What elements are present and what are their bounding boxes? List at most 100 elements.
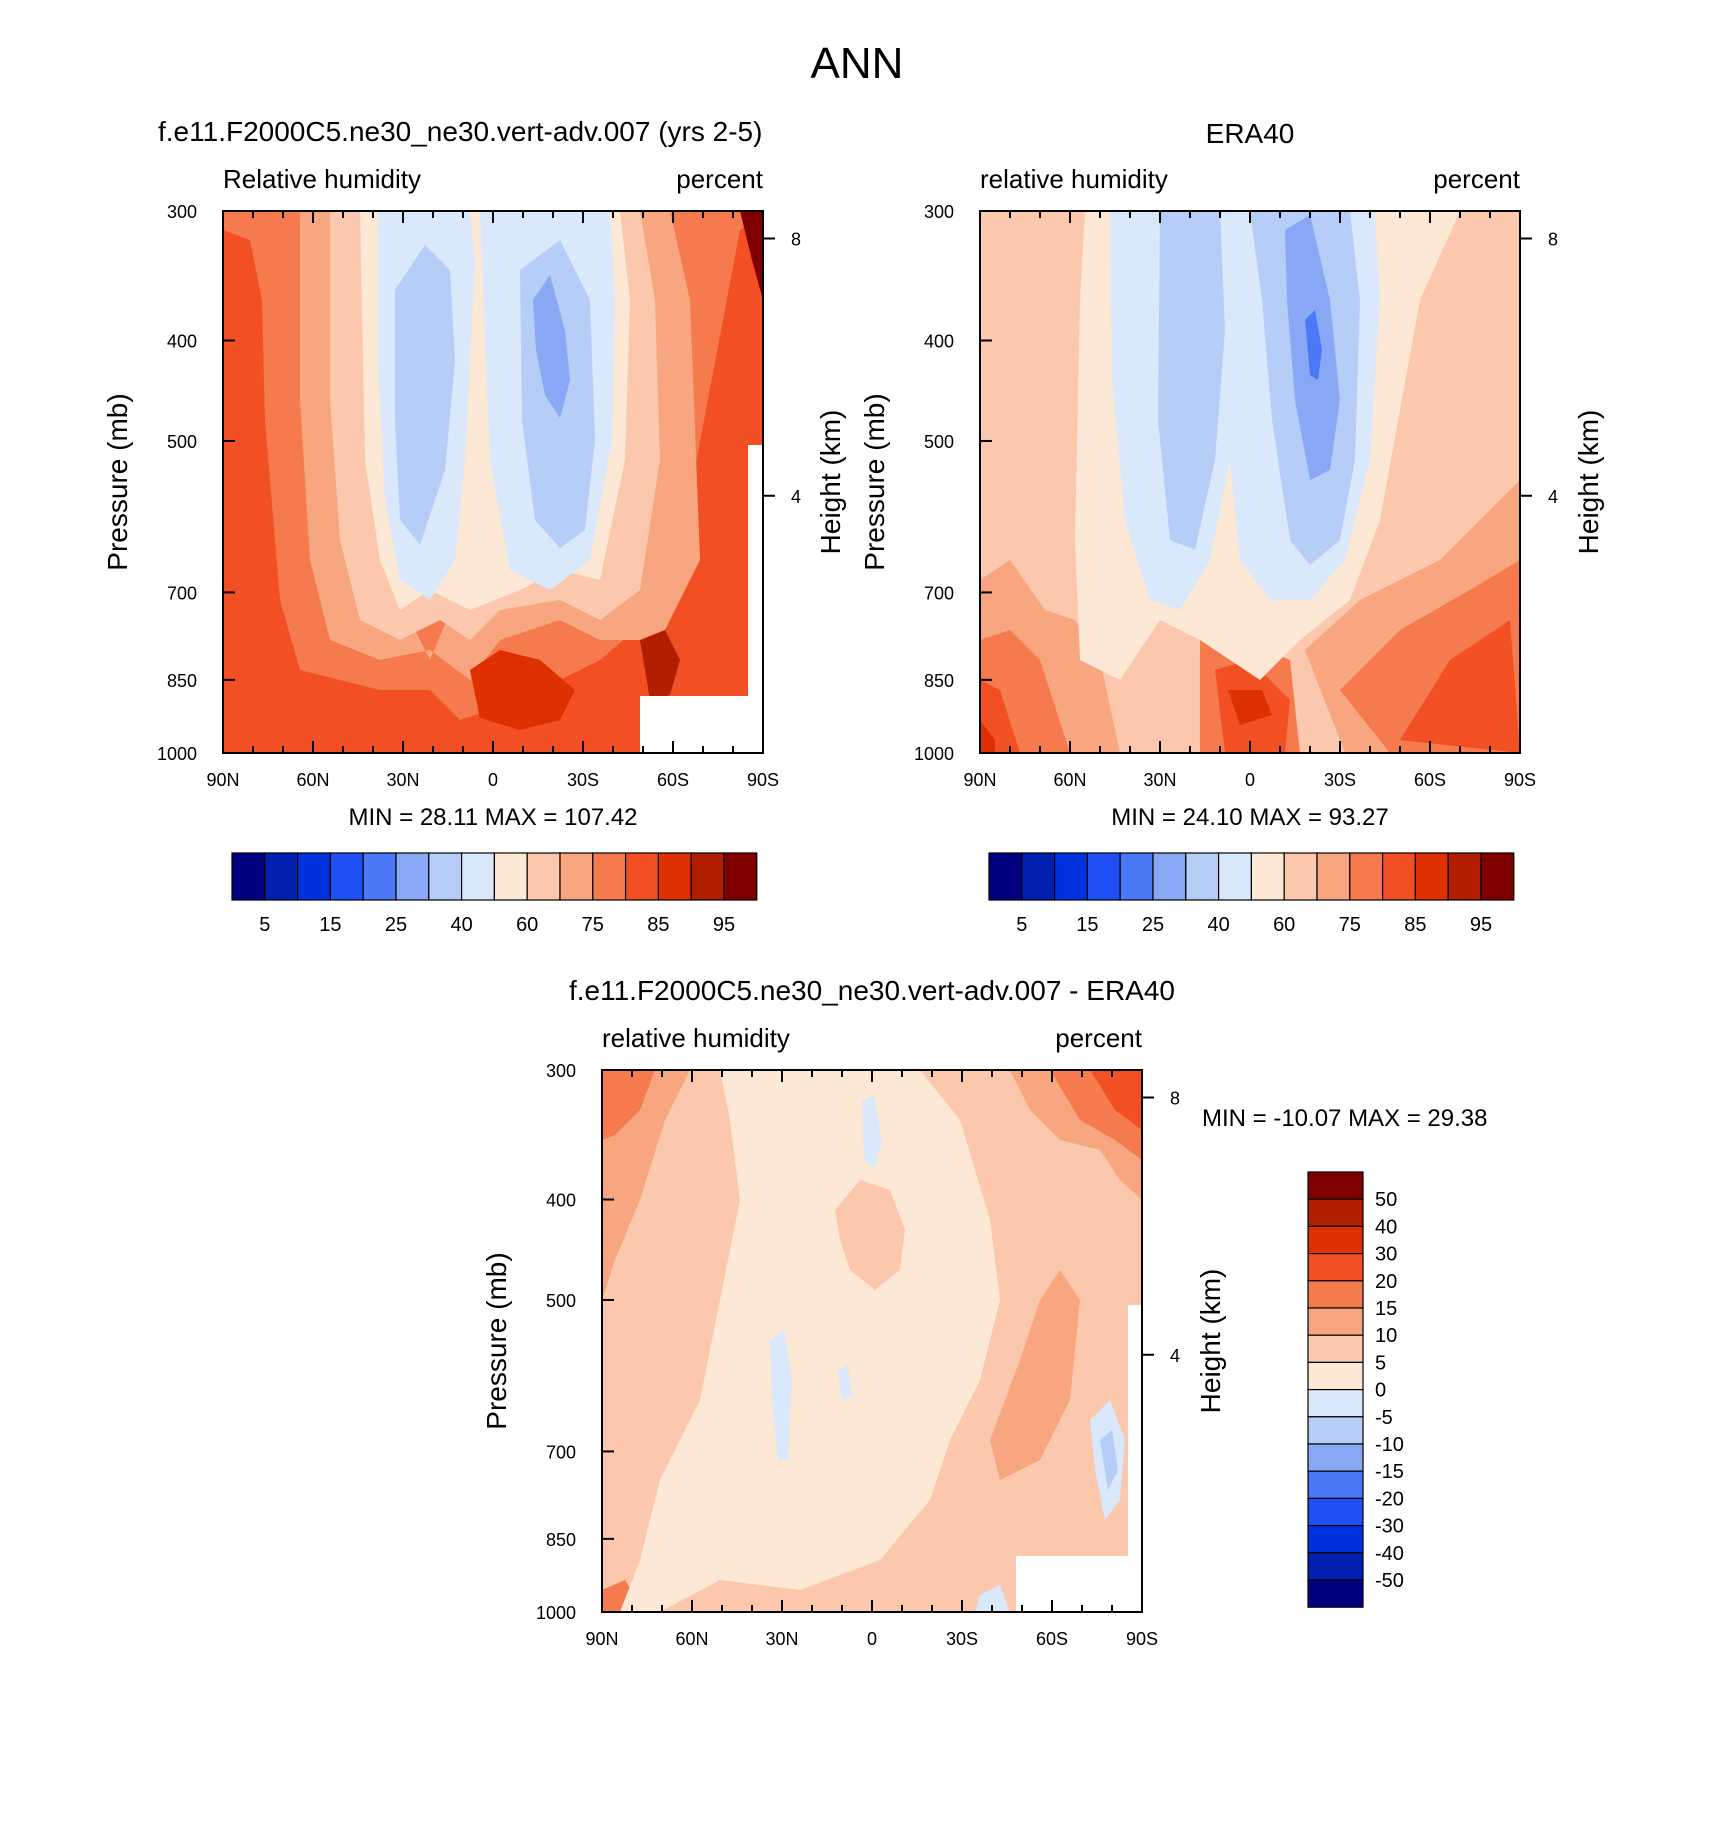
obs-contour-field — [980, 211, 1520, 753]
diff-colorbar-label: -5 — [1375, 1407, 1393, 1429]
panel-diff: f.e11.F2000C5.ne30_ne30.vert-adv.007 - E… — [481, 975, 1487, 1649]
model-colorbar-swatch — [559, 852, 594, 901]
diff-colorbar-swatch — [1307, 1524, 1364, 1554]
model-left-label: Relative humidity — [223, 164, 421, 194]
diff-contour-30 — [1090, 1070, 1142, 1130]
obs-colorbar-label: 60 — [1273, 914, 1295, 936]
obs-y2-axis: Height (km) 8 4 — [1520, 230, 1604, 555]
diff-colorbar-swatch — [1307, 1443, 1364, 1472]
obs-colorbar-swatch — [1152, 852, 1187, 901]
model-colorbar-label: 15 — [319, 914, 341, 936]
diff-stats: MIN = -10.07 MAX = 29.38 — [1202, 1105, 1487, 1132]
diff-colorbar-swatch — [1307, 1307, 1364, 1336]
diff-y2tick-label: 8 — [1170, 1089, 1180, 1109]
model-xtick-label: 30N — [386, 770, 419, 790]
model-contour-100b — [740, 211, 763, 300]
model-y2tick-label: 8 — [791, 230, 801, 250]
obs-xtick-label: 30N — [1143, 770, 1176, 790]
model-colorbar-swatch — [461, 852, 496, 901]
obs-colorbar-swatch — [1119, 852, 1154, 901]
obs-colorbar-swatch — [1349, 852, 1384, 901]
diff-colorbar-swatch — [1307, 1171, 1364, 1200]
obs-xtick-label: 90N — [963, 770, 996, 790]
obs-colorbar-swatch — [1480, 852, 1515, 901]
obs-ytick-label: 400 — [924, 332, 954, 352]
diff-colorbar-label: 20 — [1375, 1271, 1397, 1293]
model-contour-30a — [395, 245, 455, 545]
model-colorbar-swatch — [329, 852, 364, 901]
model-colorbar: 5 15 25 40 60 75 85 95 — [231, 852, 758, 936]
obs-colorbar-label: 15 — [1076, 914, 1098, 936]
diff-colorbar-label: -20 — [1375, 1488, 1404, 1510]
obs-colorbar-swatch — [1217, 852, 1252, 901]
obs-contour-20 — [1305, 310, 1322, 380]
diff-colorbar-label: 50 — [1375, 1189, 1397, 1211]
model-y2tick-label: 4 — [791, 487, 801, 507]
obs-ylabel: Pressure (mb) — [859, 393, 890, 570]
diff-contour-0c — [838, 1365, 852, 1400]
obs-colorbar-swatch — [1086, 852, 1121, 901]
diff-contour-15c — [990, 1270, 1080, 1480]
diff-ytick-label: 1000 — [536, 1603, 576, 1623]
panel-obs: ERA40 relative humidity percent — [859, 118, 1604, 936]
model-colorbar-label: 5 — [259, 914, 270, 936]
model-title: f.e11.F2000C5.ne30_ne30.vert-adv.007 (yr… — [158, 116, 762, 147]
diff-y2label: Height (km) — [1195, 1269, 1226, 1414]
model-contour-25 — [533, 275, 570, 418]
model-stats: MIN = 28.11 MAX = 107.42 — [348, 804, 637, 831]
obs-left-label: relative humidity — [980, 164, 1168, 194]
diff-y-axis: Pressure (mb) 300 400 500 700 850 1000 — [481, 1061, 614, 1623]
panel-model: f.e11.F2000C5.ne30_ne30.vert-adv.007 (yr… — [102, 116, 846, 936]
obs-colorbar: 5 15 25 40 60 75 85 95 — [988, 852, 1515, 936]
diff-xtick-label: 60S — [1036, 1629, 1068, 1649]
obs-xtick-label: 60N — [1053, 770, 1086, 790]
obs-y2tick-label: 8 — [1548, 230, 1558, 250]
diff-colorbar-swatch — [1307, 1579, 1364, 1608]
model-colorbar-swatch — [657, 852, 692, 901]
model-colorbar-label: 60 — [516, 914, 538, 936]
model-ytick-label: 1000 — [157, 744, 197, 764]
diff-missing-region — [1016, 1556, 1142, 1612]
model-ytick-label: 400 — [167, 332, 197, 352]
diff-y2-axis: Height (km) 8 4 — [1142, 1089, 1226, 1414]
model-colorbar-swatch — [493, 852, 528, 901]
obs-colorbar-label: 25 — [1142, 914, 1164, 936]
diff-contour-0e — [975, 1585, 1010, 1612]
model-xtick-label: 30S — [567, 770, 599, 790]
obs-contour-85b — [1228, 690, 1272, 725]
diff-colorbar-label: -50 — [1375, 1570, 1404, 1592]
model-xtick-label: 60S — [657, 770, 689, 790]
model-colorbar-swatch — [526, 852, 561, 901]
diff-left-label: relative humidity — [602, 1023, 790, 1053]
diff-x-axis: 90N 60N 30N 0 30S 60S 90S — [585, 1070, 1158, 1649]
model-x-axis: 90N 60N 30N 0 30S 60S 90S — [206, 211, 779, 790]
diff-colorbar-swatch — [1307, 1552, 1364, 1581]
obs-colorbar-label: 40 — [1207, 914, 1229, 936]
model-ytick-label: 300 — [167, 202, 197, 222]
obs-colorbar-swatch — [1381, 852, 1416, 901]
model-right-label: percent — [676, 164, 763, 194]
diff-ytick-label: 400 — [546, 1191, 576, 1211]
obs-xtick-label: 30S — [1324, 770, 1356, 790]
obs-y2tick-label: 4 — [1548, 487, 1558, 507]
page-title: ANN — [811, 39, 904, 88]
diff-colorbar-swatch — [1307, 1280, 1364, 1309]
model-colorbar-swatch — [592, 852, 627, 901]
diff-colorbar-label: 30 — [1375, 1244, 1397, 1266]
diff-xtick-label: 30S — [946, 1629, 978, 1649]
diff-contour-15a — [602, 1070, 690, 1300]
model-xtick-label: 90N — [206, 770, 239, 790]
obs-y2label: Height (km) — [1573, 410, 1604, 555]
diff-ytick-label: 850 — [546, 1530, 576, 1550]
model-xtick-label: 90S — [747, 770, 779, 790]
obs-colorbar-swatch — [1447, 852, 1482, 901]
diff-colorbar-swatch — [1307, 1497, 1364, 1527]
diff-xtick-label: 60N — [675, 1629, 708, 1649]
model-contour-90b — [640, 630, 680, 700]
diff-colorbar-label: 40 — [1375, 1216, 1397, 1238]
diff-colorbar-label: -30 — [1375, 1516, 1404, 1538]
diff-xtick-label: 90S — [1126, 1629, 1158, 1649]
model-xtick-label: 0 — [488, 770, 498, 790]
diff-xtick-label: 30N — [765, 1629, 798, 1649]
